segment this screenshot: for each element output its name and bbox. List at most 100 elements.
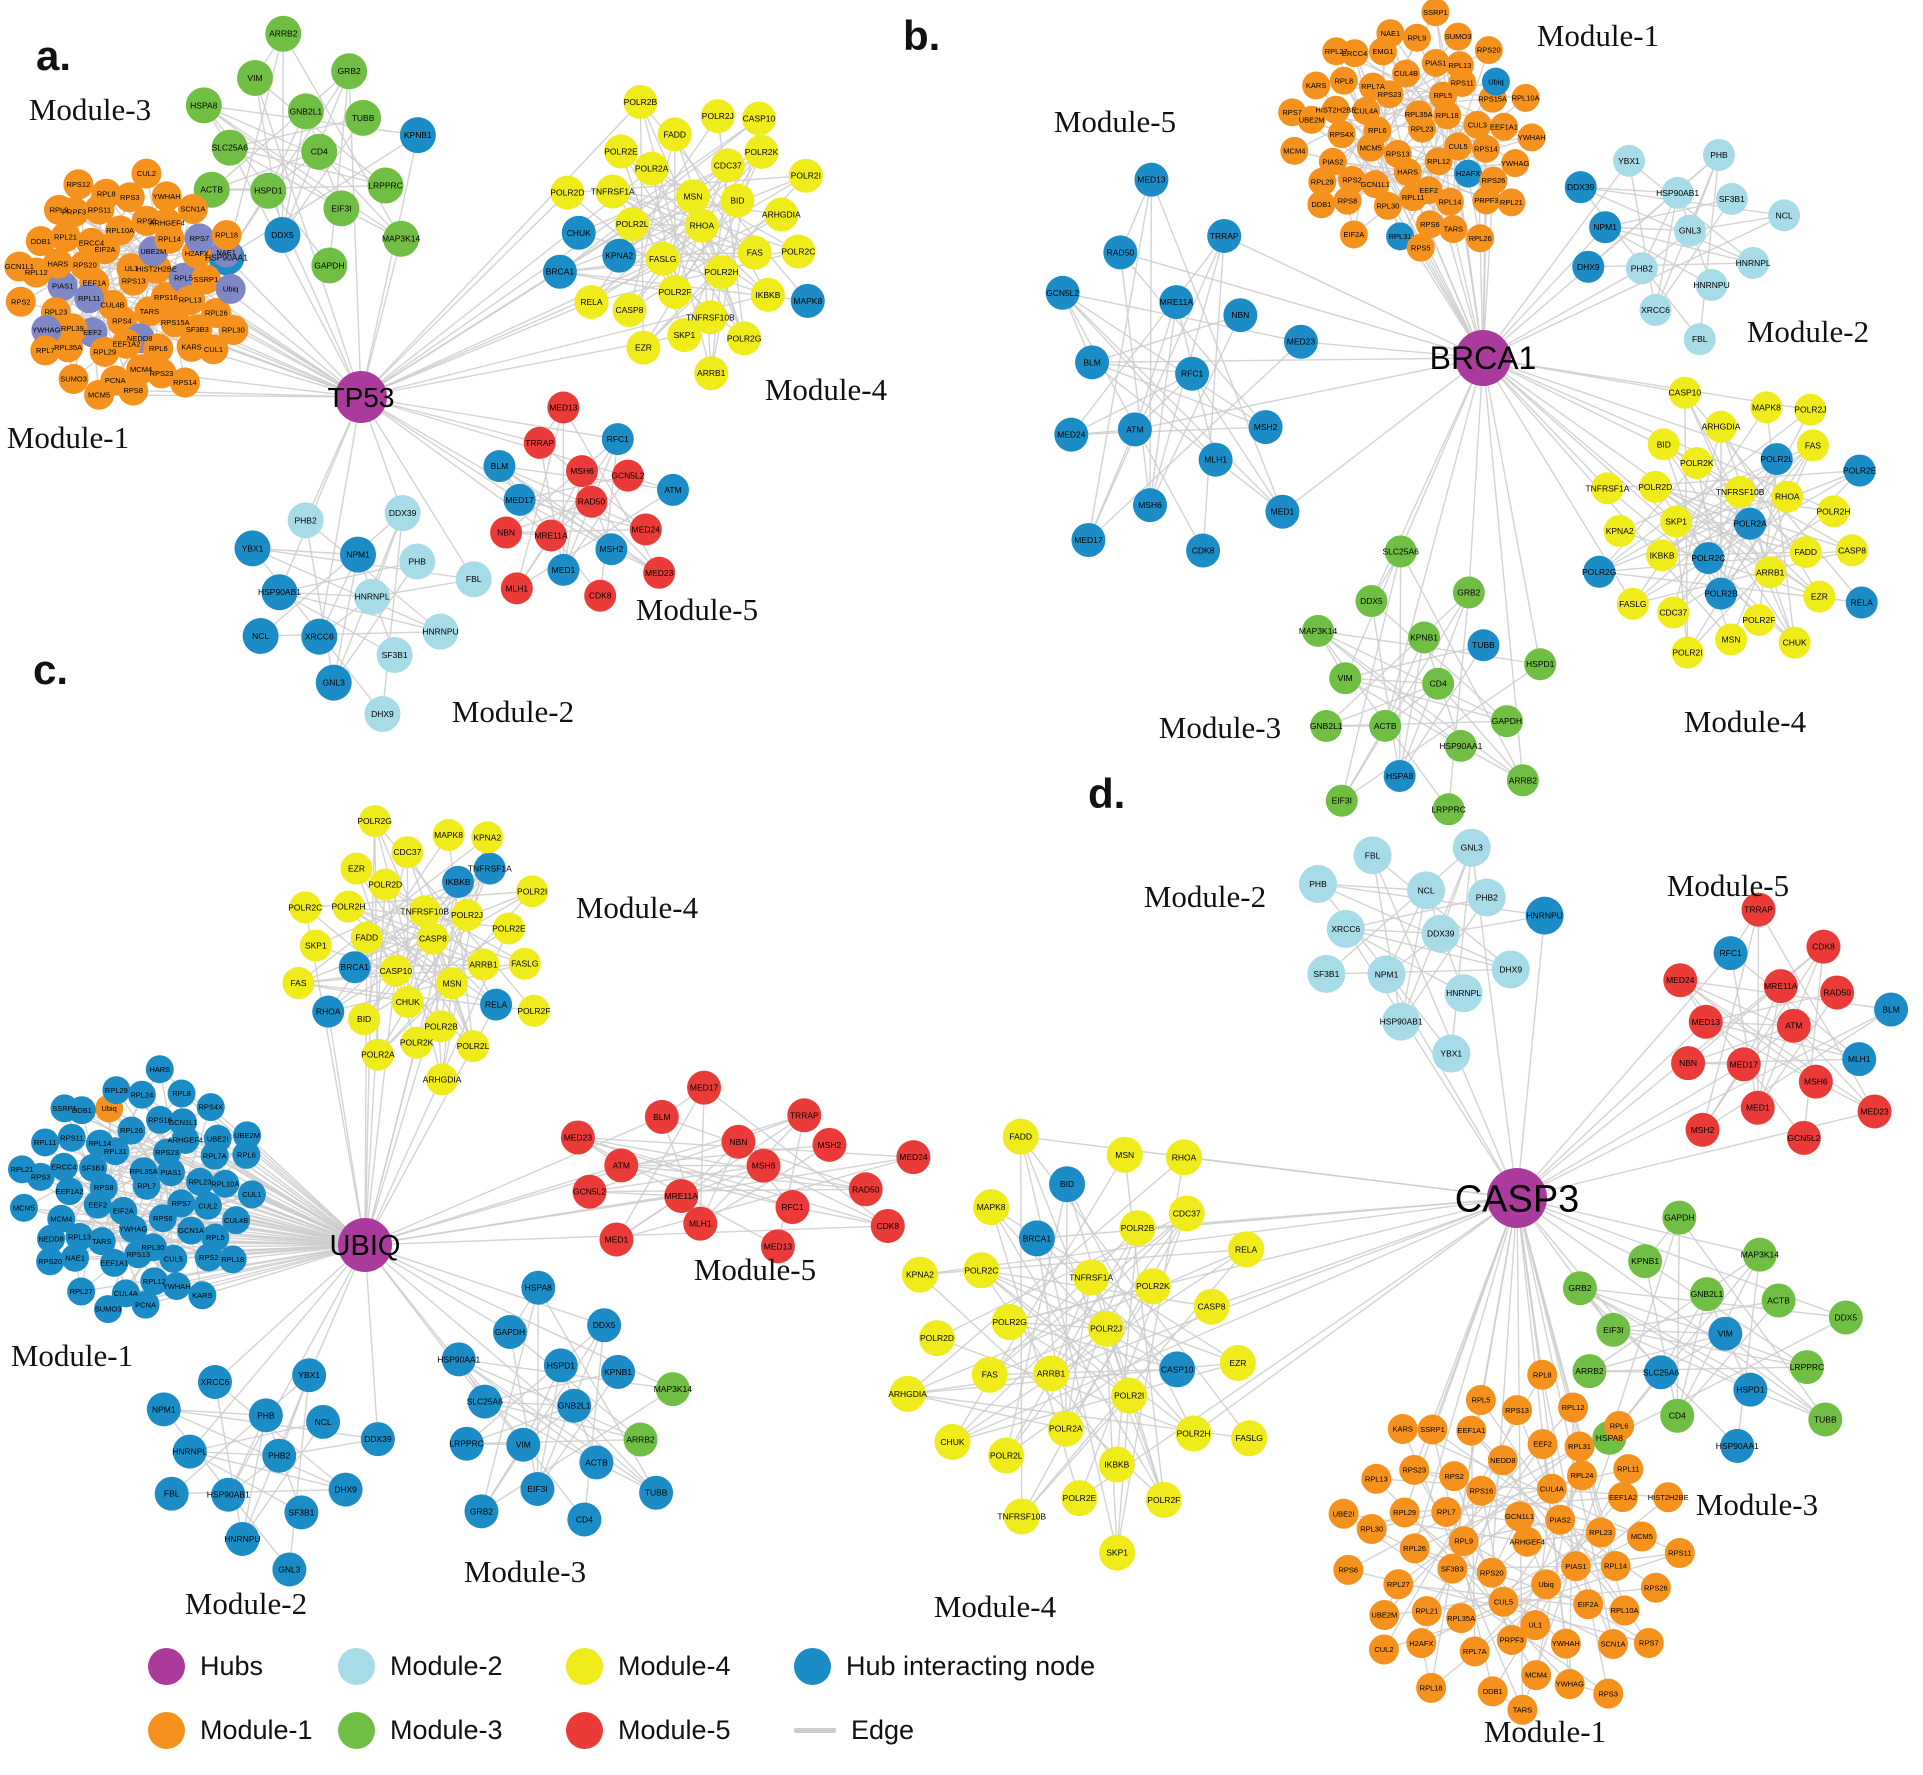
panel-c: CASP8 CASP10 TNFRSF10B MSN FADD POLR2J CHUK POL… bbox=[8, 646, 931, 1621]
node bbox=[1356, 1513, 1387, 1544]
node bbox=[1383, 759, 1416, 792]
node-label: POLR2G bbox=[727, 333, 762, 343]
node-label: GRB2 bbox=[1568, 1283, 1591, 1293]
node bbox=[1527, 1429, 1558, 1460]
node bbox=[1560, 1551, 1591, 1582]
node-label: EIF3I bbox=[1603, 1325, 1623, 1335]
node-label: CDC37 bbox=[1659, 608, 1687, 618]
node bbox=[1646, 539, 1679, 572]
node bbox=[1369, 709, 1402, 742]
node bbox=[36, 1247, 65, 1276]
node bbox=[292, 1358, 327, 1393]
node-label: TRRAP bbox=[525, 438, 554, 448]
node-label: RPL7 bbox=[137, 1181, 156, 1190]
legend-label: Hub interacting node bbox=[846, 1650, 1096, 1681]
node bbox=[1445, 51, 1474, 80]
node-label: RPL13 bbox=[1365, 1474, 1388, 1483]
node-label: BRCA1 bbox=[1023, 1233, 1052, 1243]
node-label: GNL3 bbox=[323, 678, 345, 688]
node-label: MED13 bbox=[1137, 175, 1166, 185]
node bbox=[150, 282, 181, 313]
node-label: VIM bbox=[1338, 673, 1353, 683]
node-label: RPS3 bbox=[1598, 1689, 1618, 1698]
node-label: MCM5 bbox=[88, 390, 110, 399]
node bbox=[848, 1172, 883, 1207]
node-label: SCN1A bbox=[180, 205, 205, 214]
node-label: FBL bbox=[164, 1489, 180, 1499]
edge-layer bbox=[1061, 11, 1863, 810]
node-label: KPNB1 bbox=[404, 130, 432, 140]
node bbox=[1763, 969, 1798, 1004]
node bbox=[1647, 428, 1680, 461]
node bbox=[50, 222, 81, 253]
node bbox=[467, 948, 500, 981]
node bbox=[262, 1438, 297, 1473]
node-label: FBL bbox=[466, 574, 482, 584]
node-label: RPS2 bbox=[1342, 176, 1362, 185]
node bbox=[1488, 1586, 1519, 1617]
node-label: EEF1A bbox=[82, 279, 106, 288]
node-label: RHOA bbox=[690, 221, 715, 231]
node-label: EEF2 bbox=[1533, 1440, 1552, 1449]
node bbox=[43, 194, 74, 225]
node-label: EZR bbox=[1811, 592, 1828, 602]
node bbox=[1466, 224, 1495, 253]
node bbox=[400, 1026, 433, 1059]
node bbox=[379, 954, 412, 987]
node-label: BLM bbox=[491, 461, 508, 471]
node bbox=[1671, 1046, 1706, 1081]
node bbox=[272, 1552, 307, 1587]
node bbox=[492, 1314, 527, 1349]
node-label: POLR2E bbox=[492, 923, 526, 933]
node-label: NAE1 bbox=[65, 1253, 85, 1262]
node-label: POLR2I bbox=[517, 886, 547, 896]
node-label: YWHAG bbox=[32, 326, 61, 335]
node-label: RPS14 bbox=[1474, 144, 1498, 153]
hub-node-UBIQ bbox=[338, 1218, 392, 1272]
node-label: MLH1 bbox=[1204, 455, 1227, 465]
node-label: HSPA8 bbox=[525, 1283, 553, 1293]
node bbox=[1310, 710, 1343, 743]
node-label: MED1 bbox=[552, 565, 576, 575]
node bbox=[1369, 1599, 1400, 1630]
node bbox=[1467, 629, 1500, 662]
node bbox=[557, 1388, 592, 1423]
node-label: POLR2G bbox=[992, 1317, 1027, 1327]
node-label: TARS bbox=[140, 307, 159, 316]
node-label: CDK8 bbox=[1192, 546, 1215, 556]
node-label: PHB2 bbox=[295, 515, 317, 525]
node bbox=[127, 1080, 156, 1109]
node bbox=[521, 1270, 556, 1305]
node-label: HSP90AA1 bbox=[1439, 741, 1482, 751]
node-label: RPL12 bbox=[143, 1277, 166, 1286]
node-label: RPL6 bbox=[149, 344, 168, 353]
node-label: CUL1 bbox=[204, 345, 223, 354]
node-label: ERCC4 bbox=[51, 1162, 76, 1171]
node bbox=[323, 190, 360, 227]
node-label: RPL9 bbox=[1407, 33, 1426, 42]
node-label: POLR2H bbox=[705, 267, 739, 277]
node bbox=[105, 215, 136, 246]
node bbox=[264, 216, 301, 253]
node-label: MAPK8 bbox=[1752, 402, 1781, 412]
node-label: RPL30 bbox=[222, 326, 245, 335]
node bbox=[710, 148, 745, 183]
module-label: Module-5 bbox=[1054, 104, 1176, 139]
node bbox=[289, 891, 322, 924]
node-label: DDB1 bbox=[31, 237, 51, 246]
node-label: GRB2 bbox=[1457, 587, 1480, 597]
node bbox=[1740, 1090, 1775, 1125]
node bbox=[211, 220, 242, 251]
node bbox=[67, 1277, 96, 1306]
node bbox=[1476, 1557, 1507, 1588]
node-label: EZR bbox=[635, 343, 652, 353]
node-label: ARRB1 bbox=[1756, 567, 1785, 577]
node-label: NBN bbox=[497, 528, 515, 538]
node-label: ATM bbox=[664, 485, 681, 495]
node bbox=[1355, 585, 1388, 618]
node bbox=[1175, 356, 1210, 391]
node-label: KARS bbox=[192, 1291, 212, 1300]
node-label: GCN1A bbox=[178, 1226, 204, 1235]
node-label: MSH2 bbox=[1254, 422, 1278, 432]
node bbox=[1402, 23, 1431, 52]
